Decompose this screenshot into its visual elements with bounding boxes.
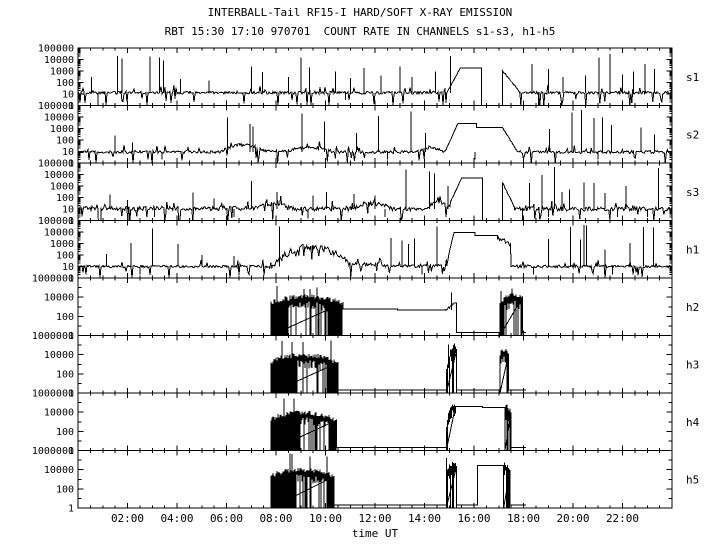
y-tick-label: 10000 xyxy=(44,293,74,304)
y-tick-label: 10000 xyxy=(44,170,74,181)
y-tick-label: 10 xyxy=(62,205,74,216)
x-axis-label: time UT xyxy=(351,527,399,540)
burst-columns-h5 xyxy=(270,453,511,508)
spikes-s2 xyxy=(114,110,656,160)
y-tick-label: 1 xyxy=(68,389,74,400)
y-tick-label: 10000 xyxy=(44,465,74,476)
x-tick-label: 08:00 xyxy=(259,512,292,525)
burst-columns-h2 xyxy=(270,286,523,336)
channel-label-h5: h5 xyxy=(686,473,699,486)
channel-label-s2: s2 xyxy=(686,128,699,141)
y-tick-label: 1 xyxy=(68,216,74,227)
x-tick-label: 02:00 xyxy=(111,512,144,525)
x-tick-label: 10:00 xyxy=(309,512,342,525)
channel-label-h3: h3 xyxy=(686,358,699,371)
y-tick-label: 1000 xyxy=(50,182,74,193)
panel-h5: 1000000 10000 100 1 h5 xyxy=(32,446,699,515)
y-tick-label: 100000 xyxy=(38,44,74,55)
x-tick-label: 18:00 xyxy=(507,512,540,525)
y-tick-label: 100 xyxy=(56,427,74,438)
y-tick-label: 10000 xyxy=(44,228,74,239)
spikes-h1 xyxy=(106,225,654,275)
chart-title: INTERBALL-Tail RF15-I HARD/SOFT X-RAY EM… xyxy=(207,6,513,19)
y-tick-label: 10 xyxy=(62,90,74,101)
panel-h3: 1000000 10000 100 1 h3 xyxy=(32,331,699,400)
y-tick-label: 1 xyxy=(68,331,74,342)
y-tick-label: 10000 xyxy=(44,55,74,66)
burst-columns-h4 xyxy=(270,398,512,451)
y-tick-label: 1 xyxy=(68,159,74,170)
x-tick-label: 12:00 xyxy=(358,512,391,525)
x-tick-label: 22:00 xyxy=(606,512,639,525)
y-tick-label: 100 xyxy=(56,312,74,323)
panel-h2: 1000000 10000 100 1 h2 xyxy=(32,274,699,343)
trace-s1 xyxy=(77,67,673,106)
y-tick-label: 10000 xyxy=(44,408,74,419)
x-tick-label: 04:00 xyxy=(160,512,193,525)
spikes-s3 xyxy=(109,167,659,221)
channel-label-s3: s3 xyxy=(686,186,699,199)
chart-subtitle: RBT 15:30 17:10 970701 COUNT RATE IN CHA… xyxy=(164,25,556,38)
y-tick-label: 1 xyxy=(68,446,74,457)
x-tick-label: 14:00 xyxy=(408,512,441,525)
x-tick-label: 16:00 xyxy=(457,512,490,525)
y-tick-label: 10000 xyxy=(44,113,74,124)
trace-h2 xyxy=(270,295,526,338)
y-tick-label: 100000 xyxy=(38,216,74,227)
trace-h1 xyxy=(77,231,672,279)
panel-h4: 1000000 10000 100 1 h4 xyxy=(32,389,700,458)
channel-label-h2: h2 xyxy=(686,301,699,314)
burst-columns-h3 xyxy=(270,340,509,393)
y-tick-label: 100 xyxy=(56,78,74,89)
channel-label-h1: h1 xyxy=(686,243,699,256)
channel-label-h4: h4 xyxy=(686,416,700,429)
y-tick-label: 100000 xyxy=(38,101,74,112)
y-tick-label: 1000 xyxy=(50,239,74,250)
spikes-s1 xyxy=(91,54,656,106)
y-tick-label: 100 xyxy=(56,136,74,147)
y-tick-label: 1000 xyxy=(50,124,74,135)
y-tick-label: 1000000 xyxy=(32,389,74,400)
y-tick-label: 1 xyxy=(68,101,74,112)
y-tick-label: 10 xyxy=(62,262,74,273)
channel-label-s1: s1 xyxy=(686,71,699,84)
y-tick-label: 1000000 xyxy=(32,274,74,285)
x-tick-label: 06:00 xyxy=(210,512,243,525)
trace-s2 xyxy=(77,123,672,164)
y-tick-label: 100000 xyxy=(38,159,74,170)
y-tick-label: 100 xyxy=(56,369,74,380)
y-tick-label: 1000000 xyxy=(32,331,74,342)
x-tick-label: 20:00 xyxy=(556,512,589,525)
y-tick-label: 10000 xyxy=(44,350,74,361)
y-tick-label: 10 xyxy=(62,147,74,158)
y-tick-label: 100 xyxy=(56,193,74,204)
y-tick-label: 1000 xyxy=(50,67,74,78)
trace-s3 xyxy=(77,177,673,221)
y-tick-label: 1 xyxy=(68,274,74,285)
y-tick-label: 1000000 xyxy=(32,446,74,457)
y-tick-label: 1 xyxy=(68,504,74,515)
y-tick-label: 100 xyxy=(56,251,74,262)
y-tick-label: 100 xyxy=(56,484,74,495)
